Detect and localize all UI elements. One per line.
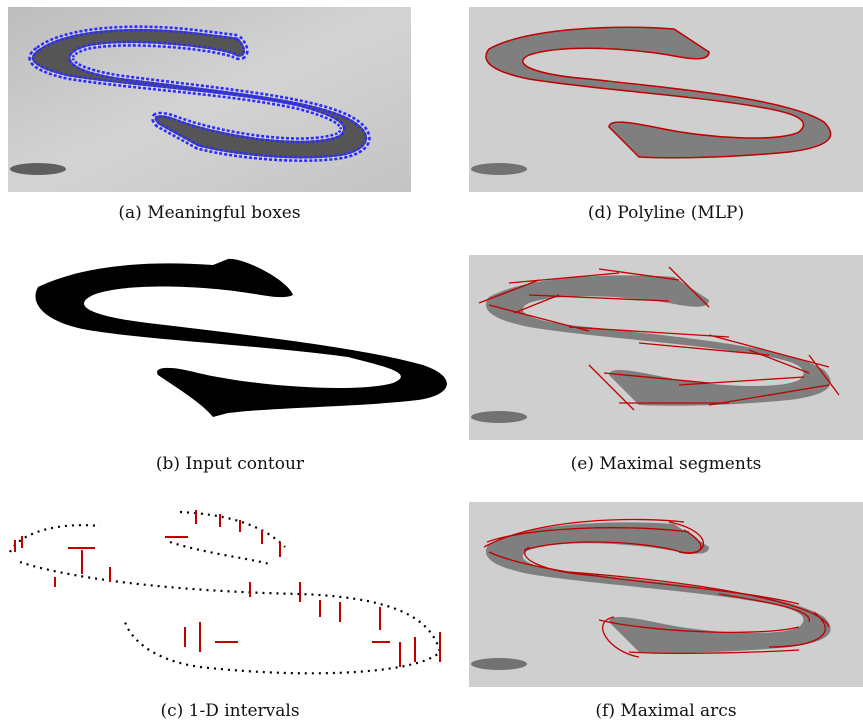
- caption-c: (c) 1-D intervals: [160, 701, 300, 721]
- caption-e: (e) Maximal segments: [570, 454, 762, 474]
- panel-d: [469, 7, 863, 192]
- panel-f: [469, 502, 863, 687]
- caption-b: (b) Input contour: [155, 454, 305, 474]
- panel-b: [28, 255, 453, 425]
- caption-d: (d) Polyline (MLP): [587, 203, 745, 223]
- caption-f: (f) Maximal arcs: [595, 701, 737, 721]
- panel-a: [8, 7, 411, 192]
- caption-a: (a) Meaningful boxes: [118, 203, 301, 223]
- panel-c: [0, 502, 450, 687]
- panel-e: [469, 255, 863, 440]
